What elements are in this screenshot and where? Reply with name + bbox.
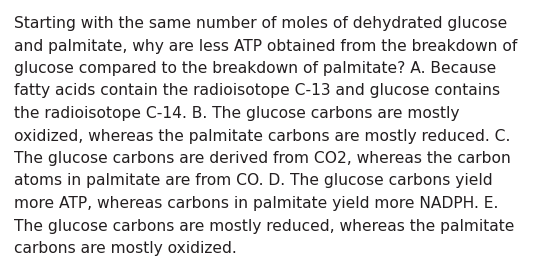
Text: atoms in palmitate are from CO. D. The glucose carbons yield: atoms in palmitate are from CO. D. The g…	[14, 174, 493, 188]
Text: fatty acids contain the radioisotope C-13 and glucose contains: fatty acids contain the radioisotope C-1…	[14, 84, 500, 98]
Text: and palmitate, why are less ATP obtained from the breakdown of: and palmitate, why are less ATP obtained…	[14, 39, 517, 54]
Text: The glucose carbons are mostly reduced, whereas the palmitate: The glucose carbons are mostly reduced, …	[14, 218, 514, 233]
Text: oxidized, whereas the palmitate carbons are mostly reduced. C.: oxidized, whereas the palmitate carbons …	[14, 128, 511, 144]
Text: more ATP, whereas carbons in palmitate yield more NADPH. E.: more ATP, whereas carbons in palmitate y…	[14, 196, 498, 211]
Text: carbons are mostly oxidized.: carbons are mostly oxidized.	[14, 241, 237, 256]
Text: the radioisotope C-14. B. The glucose carbons are mostly: the radioisotope C-14. B. The glucose ca…	[14, 106, 459, 121]
Text: The glucose carbons are derived from CO2, whereas the carbon: The glucose carbons are derived from CO2…	[14, 151, 511, 166]
Text: glucose compared to the breakdown of palmitate? A. Because: glucose compared to the breakdown of pal…	[14, 61, 496, 76]
Text: Starting with the same number of moles of dehydrated glucose: Starting with the same number of moles o…	[14, 16, 507, 31]
